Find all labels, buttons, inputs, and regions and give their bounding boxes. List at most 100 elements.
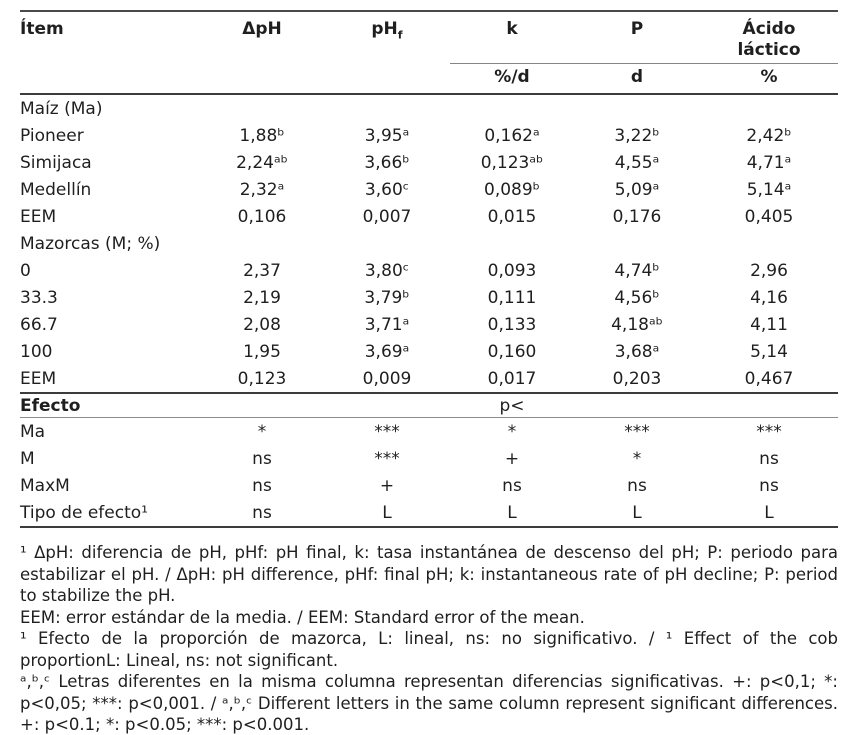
data-cell: ns: [252, 476, 272, 496]
data-cell: 5,14: [750, 342, 788, 362]
effects-header-row: Efecto p<: [20, 392, 838, 418]
data-cell: 0,007: [362, 207, 412, 227]
unit-p: d: [574, 63, 700, 95]
column-header-k: k: [450, 11, 574, 64]
empty-cell: [700, 392, 838, 418]
column-header-dph: ΔpH: [242, 19, 282, 39]
data-cell: 3,60ᶜ: [364, 180, 410, 200]
p-threshold-label: p<: [450, 392, 574, 418]
data-cell: 2,24ᵃᵇ: [236, 153, 288, 173]
row-label: 33.3: [20, 288, 58, 308]
row-label: EEM: [20, 207, 57, 227]
data-row: Medellín 2,32ᵃ 3,60ᶜ 0,089ᵇ 5,09ᵃ 5,14ᵃ: [20, 176, 838, 203]
data-cell: ns: [759, 476, 779, 496]
empty-cell: [324, 63, 450, 95]
effects-label: Efecto: [20, 392, 200, 418]
data-cell: 2,96: [750, 261, 788, 281]
data-row: Ma * *** * *** ***: [20, 418, 838, 446]
data-cell: 3,79ᵇ: [364, 288, 410, 308]
row-label: EEM: [20, 369, 57, 389]
data-cell: ns: [502, 476, 522, 496]
data-cell: 0,133: [487, 315, 537, 335]
data-cell: L: [382, 503, 392, 523]
unit-k: %/d: [450, 63, 574, 95]
data-cell: 0,089ᵇ: [484, 180, 540, 200]
data-cell: ***: [624, 422, 650, 442]
data-cell: *: [632, 449, 642, 469]
data-cell: 0,015: [487, 207, 537, 227]
data-row: 100 1,95 3,69ᵃ 0,160 3,68ᵃ 5,14: [20, 338, 838, 365]
column-header-p: P: [574, 11, 700, 64]
empty-cell: [20, 63, 200, 95]
data-row: 66.7 2,08 3,71ᵃ 0,133 4,18ᵃᵇ 4,11: [20, 311, 838, 338]
phf-base: pH: [371, 19, 398, 39]
header-row: Ítem ΔpH pHf k P Ácido láctico: [20, 11, 838, 64]
data-cell: 2,42ᵇ: [746, 126, 792, 146]
data-cell: 2,37: [243, 261, 281, 281]
data-row: EEM 0,106 0,007 0,015 0,176 0,405: [20, 203, 838, 230]
table-sections: Maíz (Ma) Pioneer 1,88ᵇ 3,95ᵃ 0,162ᵃ 3,22ᵇ 2,4…: [20, 94, 838, 393]
empty-cell: [200, 63, 324, 95]
lactic-line1: Ácido: [742, 19, 796, 39]
data-cell: L: [507, 503, 517, 523]
data-cell: *: [257, 422, 267, 442]
data-cell: ns: [252, 449, 272, 469]
data-row: Simijaca 2,24ᵃᵇ 3,66ᵇ 0,123ᵃᵇ 4,55ᵃ 4,71ᵃ: [20, 149, 838, 176]
data-cell: 2,19: [243, 288, 281, 308]
data-cell: 2,32ᵃ: [239, 180, 285, 200]
table-header: Ítem ΔpH pHf k P Ácido láctico %/d d %: [20, 11, 838, 95]
section-title: Mazorcas (M; %): [20, 234, 161, 254]
data-cell: 3,80ᶜ: [364, 261, 410, 281]
data-cell: 5,14ᵃ: [746, 180, 792, 200]
data-cell: 0,162ᵃ: [484, 126, 540, 146]
footnotes: ¹ ΔpH: diferencia de pH, pHf: pH final, …: [20, 542, 838, 735]
data-cell: 0,405: [744, 207, 794, 227]
data-cell: 4,55ᵃ: [614, 153, 660, 173]
column-header-phf: pHf: [324, 11, 450, 64]
results-table: Ítem ΔpH pHf k P Ácido láctico %/d d % M…: [20, 10, 838, 528]
data-cell: ***: [374, 449, 400, 469]
empty-cell: [574, 392, 700, 418]
footnote-3: ¹ Efecto de la proporción de mazorca, L:…: [20, 629, 838, 670]
data-cell: ns: [252, 503, 272, 523]
data-cell: 4,18ᵃᵇ: [611, 315, 663, 335]
data-cell: 3,71ᵃ: [364, 315, 410, 335]
footnote-2: EEM: error estándar de la media. / EEM: …: [20, 607, 585, 627]
units-row: %/d d %: [20, 63, 838, 95]
data-cell: ns: [627, 476, 647, 496]
footnote-4: ᵃ,ᵇ,ᶜ Letras diferentes en la misma colu…: [20, 672, 838, 734]
footnote-1: ¹ ΔpH: diferencia de pH, pHf: pH final, …: [20, 543, 838, 605]
data-cell: 4,71ᵃ: [746, 153, 792, 173]
data-cell: 3,68ᵃ: [614, 342, 660, 362]
data-row: Pioneer 1,88ᵇ 3,95ᵃ 0,162ᵃ 3,22ᵇ 2,42ᵇ: [20, 122, 838, 149]
data-cell: 4,16: [750, 288, 788, 308]
data-cell: 0,106: [237, 207, 287, 227]
column-header-lactic: Ácido láctico: [700, 11, 838, 64]
row-label: Simijaca: [20, 153, 92, 173]
column-header-item: Ítem: [20, 19, 64, 39]
effects-section: Efecto p<: [20, 392, 838, 418]
data-cell: +: [379, 476, 395, 496]
unit-lactic: %: [700, 63, 838, 95]
data-cell: 0,009: [362, 369, 412, 389]
data-row: 0 2,37 3,80ᶜ 0,093 4,74ᵇ 2,96: [20, 257, 838, 284]
data-cell: +: [504, 449, 520, 469]
row-label: Medellín: [20, 180, 92, 200]
data-row: EEM 0,123 0,009 0,017 0,203 0,467: [20, 365, 838, 393]
data-cell: 0,160: [487, 342, 537, 362]
data-row: MaxM ns + ns ns ns: [20, 472, 838, 499]
data-cell: ns: [759, 449, 779, 469]
data-cell: 4,11: [750, 315, 788, 335]
data-cell: 0,203: [612, 369, 662, 389]
row-label: Tipo de efecto¹: [20, 503, 148, 523]
row-label: Pioneer: [20, 126, 84, 146]
data-cell: 0,123: [237, 369, 287, 389]
data-row: Tipo de efecto¹ ns L L L L: [20, 499, 838, 527]
data-cell: 0,093: [487, 261, 537, 281]
data-cell: 3,66ᵇ: [364, 153, 410, 173]
data-cell: L: [764, 503, 774, 523]
data-cell: L: [632, 503, 642, 523]
data-cell: 4,74ᵇ: [614, 261, 660, 281]
